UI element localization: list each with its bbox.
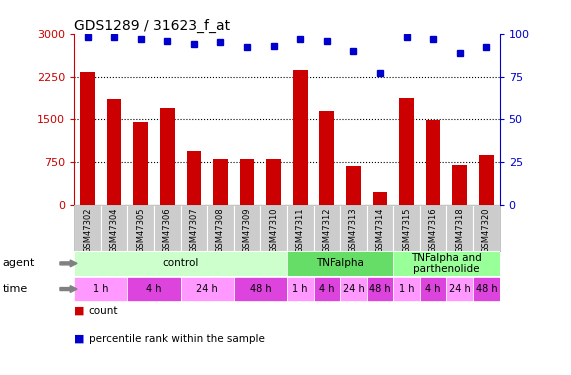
Text: 24 h: 24 h — [343, 284, 364, 294]
Bar — [420, 205, 447, 251]
Text: GSM47309: GSM47309 — [243, 207, 252, 252]
Bar — [452, 165, 467, 205]
Bar — [313, 205, 340, 251]
Bar — [340, 205, 367, 251]
Bar — [399, 98, 414, 205]
Text: TNFalpha: TNFalpha — [316, 258, 364, 268]
Bar — [180, 205, 207, 251]
Text: GSM47318: GSM47318 — [455, 207, 464, 253]
Bar — [154, 205, 180, 251]
Text: 1 h: 1 h — [93, 284, 108, 294]
Text: GSM47306: GSM47306 — [163, 207, 172, 253]
Text: 1 h: 1 h — [399, 284, 415, 294]
Bar — [187, 151, 201, 205]
Text: percentile rank within the sample: percentile rank within the sample — [89, 334, 264, 344]
Bar — [287, 277, 313, 302]
Bar — [160, 108, 175, 205]
Text: GSM47310: GSM47310 — [269, 207, 278, 252]
Text: 4 h: 4 h — [146, 284, 162, 294]
Text: 48 h: 48 h — [369, 284, 391, 294]
Bar — [393, 205, 420, 251]
Bar — [240, 159, 254, 205]
Text: GSM47308: GSM47308 — [216, 207, 225, 253]
Text: ■: ■ — [74, 306, 85, 316]
Bar — [393, 277, 420, 302]
Text: GSM47315: GSM47315 — [402, 207, 411, 252]
Text: time: time — [3, 284, 28, 294]
Bar — [420, 277, 447, 302]
Text: GSM47311: GSM47311 — [296, 207, 305, 252]
Bar — [127, 205, 154, 251]
Bar — [313, 277, 340, 302]
Bar — [346, 166, 361, 205]
Bar — [107, 99, 122, 205]
Text: agent: agent — [3, 258, 35, 268]
Bar — [320, 111, 334, 205]
Bar — [367, 205, 393, 251]
Text: ■: ■ — [74, 334, 85, 344]
Bar — [260, 205, 287, 251]
Bar — [447, 277, 473, 302]
Text: 48 h: 48 h — [476, 284, 497, 294]
Bar — [74, 251, 287, 276]
Text: TNFalpha and
parthenolide: TNFalpha and parthenolide — [411, 253, 482, 274]
Text: GSM47304: GSM47304 — [110, 207, 119, 252]
Bar — [426, 120, 440, 205]
Text: GSM47305: GSM47305 — [136, 207, 145, 252]
Text: 24 h: 24 h — [196, 284, 218, 294]
Bar — [80, 72, 95, 205]
Bar — [127, 277, 180, 302]
Bar — [134, 122, 148, 205]
Bar — [74, 277, 127, 302]
Text: 24 h: 24 h — [449, 284, 471, 294]
Bar — [447, 205, 473, 251]
Bar — [287, 205, 313, 251]
Bar — [393, 251, 500, 276]
Bar — [340, 277, 367, 302]
Text: GSM47313: GSM47313 — [349, 207, 358, 253]
Bar — [473, 277, 500, 302]
Bar — [74, 205, 101, 251]
Text: GDS1289 / 31623_f_at: GDS1289 / 31623_f_at — [74, 19, 230, 33]
Bar — [101, 205, 127, 251]
Bar — [234, 205, 260, 251]
Bar — [293, 70, 308, 205]
Text: GSM47316: GSM47316 — [429, 207, 437, 253]
Bar — [207, 205, 234, 251]
Bar — [373, 192, 387, 205]
Text: 1 h: 1 h — [292, 284, 308, 294]
Bar — [213, 159, 228, 205]
Text: GSM47314: GSM47314 — [376, 207, 384, 252]
Text: GSM47312: GSM47312 — [322, 207, 331, 252]
Text: GSM47302: GSM47302 — [83, 207, 92, 252]
Text: GSM47307: GSM47307 — [190, 207, 198, 253]
Text: GSM47320: GSM47320 — [482, 207, 491, 252]
Bar — [479, 154, 494, 205]
Text: 4 h: 4 h — [425, 284, 441, 294]
Bar — [473, 205, 500, 251]
Bar — [180, 277, 234, 302]
Bar — [266, 159, 281, 205]
Text: 48 h: 48 h — [250, 284, 271, 294]
Bar — [287, 251, 393, 276]
Bar — [234, 277, 287, 302]
Text: count: count — [89, 306, 118, 316]
Text: control: control — [162, 258, 199, 268]
Text: 4 h: 4 h — [319, 284, 335, 294]
Bar — [367, 277, 393, 302]
